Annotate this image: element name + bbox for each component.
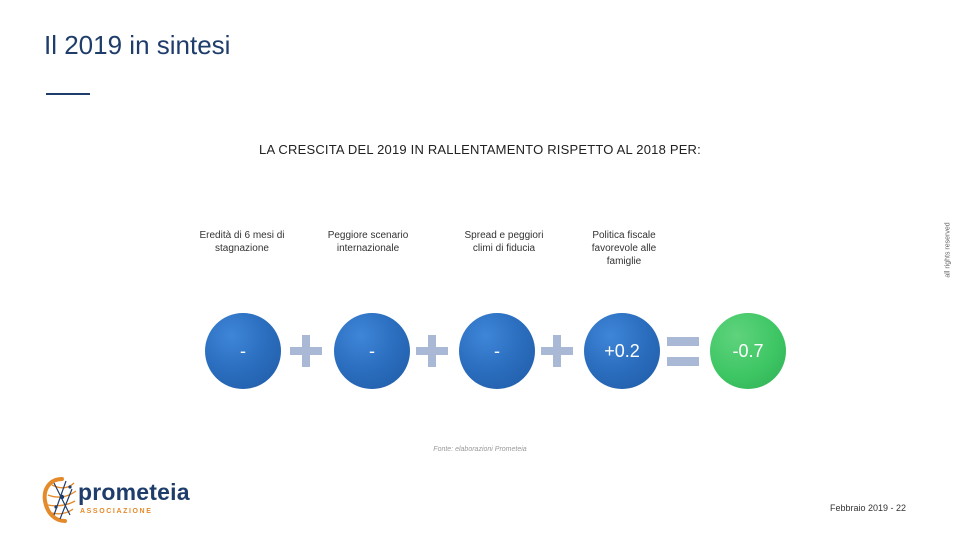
result-circle: -0.7 bbox=[710, 313, 786, 389]
prometeia-logo-icon bbox=[42, 477, 77, 523]
factor-label-fiscal-policy: Politica fiscale favorevole alle famigli… bbox=[591, 230, 657, 267]
rights-notice: all rights reserved bbox=[943, 200, 953, 300]
factor-label-international: Peggiore scenario internazionale bbox=[327, 230, 409, 254]
logo-subtitle: ASSOCIAZIONE bbox=[80, 508, 153, 515]
factor-label-spread: Spread e peggiori climi di fiducia bbox=[464, 230, 544, 254]
factor-circle-stagnation: - bbox=[205, 313, 281, 389]
factor-value-stagnation: - bbox=[240, 340, 246, 361]
logo-name: prometeia bbox=[78, 479, 190, 505]
plus-icon bbox=[416, 335, 448, 367]
factor-value-international: - bbox=[369, 340, 375, 361]
factor-value-spread: - bbox=[494, 340, 500, 361]
plus-icon bbox=[290, 335, 322, 367]
factor-value-fiscal-policy: +0.2 bbox=[604, 340, 640, 361]
plus-icon bbox=[541, 335, 573, 367]
result-value: -0.7 bbox=[732, 340, 764, 361]
slide-subtitle: LA CRESCITA DEL 2019 IN RALLENTAMENTO RI… bbox=[259, 142, 701, 157]
factor-circle-fiscal-policy: +0.2 bbox=[584, 313, 660, 389]
factor-label-stagnation: Eredità di 6 mesi di stagnazione bbox=[199, 230, 285, 254]
slide-title: Il 2019 in sintesi bbox=[44, 30, 231, 60]
title-underline bbox=[46, 93, 90, 95]
footer-date-page: Febbraio 2019 - 22 bbox=[830, 503, 907, 513]
prometeia-logo: prometeia ASSOCIAZIONE bbox=[40, 475, 200, 523]
source-note: Fonte: elaborazioni Prometeia bbox=[433, 446, 527, 453]
rights-text: all rights reserved bbox=[944, 222, 952, 278]
equals-icon bbox=[667, 337, 699, 367]
factor-circle-international: - bbox=[334, 313, 410, 389]
factor-circle-spread: - bbox=[459, 313, 535, 389]
